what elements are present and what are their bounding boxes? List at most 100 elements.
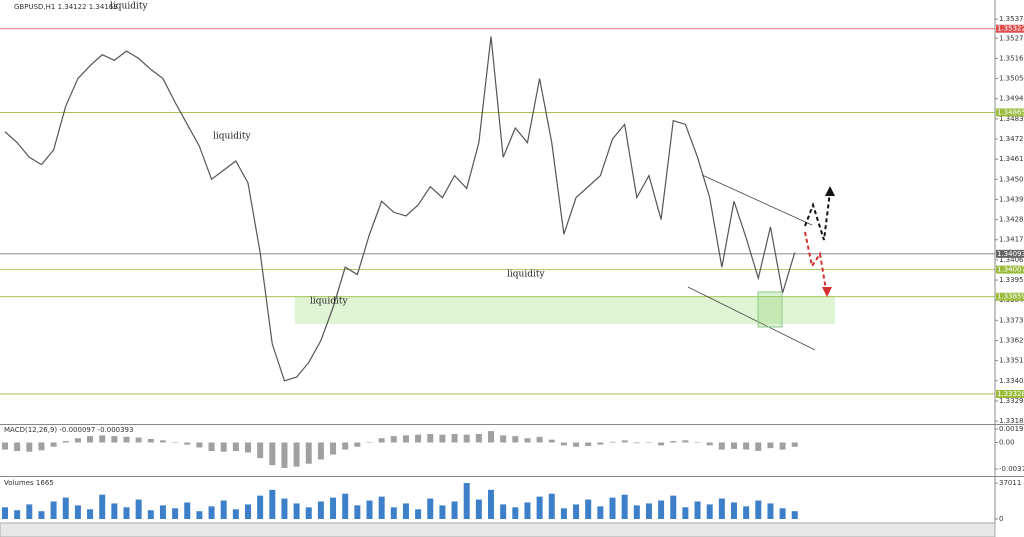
bar [439, 505, 446, 519]
bar [512, 436, 519, 443]
bar [755, 500, 762, 519]
bar [682, 440, 689, 443]
bar [451, 433, 458, 443]
drawings [687, 174, 835, 351]
annotation: liquidity [213, 132, 251, 142]
bar [767, 503, 774, 519]
level-label: 1.34007 [997, 266, 1024, 274]
bar [670, 441, 677, 443]
y-tick-label: 1.33400 [999, 377, 1024, 385]
level-label: 1.34093 [997, 250, 1024, 258]
bar [488, 489, 494, 519]
bar [560, 442, 567, 446]
bar [524, 502, 531, 519]
bar [645, 503, 652, 519]
bar [718, 442, 725, 450]
bar [87, 509, 94, 519]
bar [111, 436, 118, 443]
level-tag [996, 24, 1024, 33]
bar [220, 442, 227, 452]
channel-line [701, 174, 813, 226]
bar [645, 442, 652, 443]
bar [500, 504, 507, 519]
bar [755, 442, 762, 451]
bar [293, 442, 300, 467]
bar [706, 504, 713, 519]
indicator-title: Volumes 1665 [4, 479, 54, 487]
bar [184, 502, 191, 519]
y-tick-label: 1.33730 [999, 316, 1024, 324]
bar [111, 503, 118, 519]
bar [536, 496, 543, 519]
bar [463, 483, 470, 519]
bar [354, 442, 361, 447]
bar [512, 507, 519, 519]
bar [245, 504, 251, 519]
bar [475, 433, 482, 443]
bar [536, 436, 543, 443]
bar [427, 498, 434, 519]
bar [220, 500, 227, 519]
bar [609, 497, 616, 519]
bar [378, 496, 385, 519]
y-tick-label: 1.33180 [999, 417, 1024, 425]
bar [208, 506, 215, 519]
zone [295, 296, 835, 324]
level-label: 1.35322 [997, 25, 1024, 33]
annotation: liquidity [507, 270, 545, 280]
bar [597, 506, 604, 519]
bar [573, 442, 580, 447]
bar [172, 508, 179, 519]
y-tick-label: 1.33290 [999, 397, 1024, 405]
bar [718, 498, 725, 519]
bar [14, 510, 21, 519]
bar [74, 505, 81, 519]
bar [342, 493, 349, 519]
bar [257, 442, 264, 459]
bar [597, 442, 604, 445]
bar [791, 511, 798, 519]
bar [415, 434, 422, 443]
bar [524, 438, 531, 443]
level-tag [996, 389, 1024, 398]
y-tick-label: 0 [999, 515, 1003, 523]
bar [147, 438, 154, 443]
arrow-head [825, 186, 835, 196]
y-tick-label: 1.33510 [999, 357, 1024, 365]
bar [269, 489, 276, 519]
level-label: 1.33328 [997, 390, 1024, 398]
bar [99, 494, 106, 519]
bar [390, 436, 397, 443]
bar [245, 442, 251, 453]
y-tick-label: 1.34500 [999, 175, 1024, 183]
bar [50, 501, 57, 519]
bar [658, 500, 665, 519]
channel-line [687, 286, 816, 351]
bar [390, 507, 397, 519]
bar [779, 442, 786, 450]
bar [366, 500, 373, 519]
y-tick-label: 0.001912 [999, 425, 1024, 433]
bar [62, 497, 69, 519]
bar [50, 442, 57, 447]
bar [172, 442, 179, 443]
bar [706, 442, 713, 446]
bar [415, 509, 422, 519]
scenario-arrow [804, 231, 827, 291]
bar [670, 495, 677, 519]
bar [2, 442, 8, 450]
bar [159, 505, 166, 519]
y-tick-label: 1.35160 [999, 54, 1024, 62]
bar [427, 433, 434, 443]
y-tick-label: 1.34720 [999, 135, 1024, 143]
bar [196, 442, 203, 448]
y-tick-label: 1.34060 [999, 256, 1024, 264]
bar [682, 507, 689, 519]
bar [123, 436, 130, 443]
bar [731, 502, 737, 519]
bar [26, 504, 33, 519]
bar [366, 442, 373, 443]
bar [87, 436, 94, 443]
bar [147, 510, 154, 519]
